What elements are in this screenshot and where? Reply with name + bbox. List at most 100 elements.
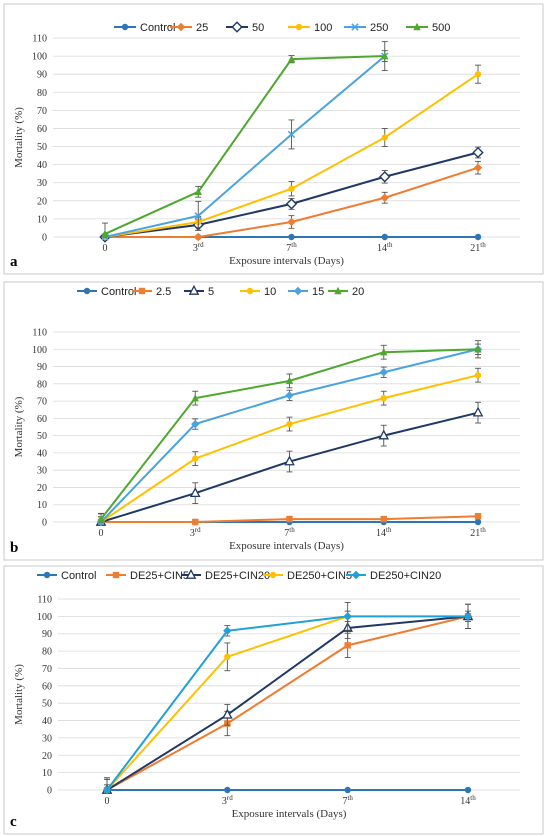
legend-item-de25-cin20: DE25+CIN20 [181, 568, 270, 582]
legend-20-point [334, 286, 342, 295]
legend-item-100: 100 [288, 22, 332, 34]
series-100-point [474, 70, 482, 78]
chart-panel-a: 0 10 20 30 40 50 60 70 80 90 100 110 0 3rd 7th 14th 21th… [3, 3, 544, 275]
y-tick-label: 100 [37, 612, 52, 623]
legend-10-point [246, 287, 254, 295]
series-2-5-point [380, 515, 387, 523]
series-25 [100, 160, 483, 242]
series-control-point [474, 518, 482, 526]
legend-de250-cin20-point [351, 570, 361, 580]
legend-500-point [413, 22, 421, 31]
x-tick-label: 14th [460, 794, 476, 807]
legend-label: 2.5 [156, 286, 171, 298]
panel-label: c [10, 814, 17, 830]
y-tick-label: 0 [47, 786, 52, 797]
series-500-point [381, 51, 389, 60]
x-tick-label: 14th [377, 241, 393, 254]
y-tick-label: 100 [32, 345, 47, 356]
y-tick-label: 0 [42, 518, 47, 529]
series-250-point [194, 212, 202, 220]
y-tick-label: 40 [37, 448, 47, 459]
y-tick-label: 20 [37, 196, 47, 207]
series-20-point [191, 393, 199, 402]
series-250-point [287, 130, 296, 139]
legend-de25-cin5-point [112, 571, 120, 579]
legend-label: 100 [314, 22, 332, 34]
series-de250-cin20-point [343, 612, 352, 621]
series-2-5-point [192, 518, 199, 526]
series-250-line [104, 55, 386, 238]
legend-label: 250 [370, 22, 388, 34]
y-tick-label: 40 [37, 160, 47, 171]
chart-panel-c: 0 10 20 30 40 50 60 70 80 90 100 110 0 3rd 7th 14th Expo… [3, 565, 544, 835]
legend-item-5: 5 [184, 284, 214, 298]
panel-label: a [10, 254, 18, 270]
series-50-point [472, 146, 484, 159]
series-10-point [380, 394, 387, 402]
y-tick-label: 60 [42, 681, 52, 692]
series-control-point [464, 786, 472, 794]
y-tick-label: 70 [42, 664, 52, 675]
panel-border [3, 565, 544, 835]
legend-50-point [231, 21, 243, 33]
x-tick-label: 3rd [190, 526, 201, 539]
x-tick-label: 21th [470, 241, 486, 254]
legend-de250-cin5-point [269, 571, 277, 579]
y-tick-label: 50 [42, 699, 52, 710]
series-15-point [285, 391, 294, 400]
x-tick-label: 0 [99, 528, 104, 539]
y-tick-label: 40 [42, 716, 52, 727]
y-axis-title: Mortality (%) [13, 396, 25, 457]
panel-border [3, 281, 544, 561]
series-de25-cin5-line [106, 615, 469, 791]
y-tick-label: 90 [37, 362, 47, 373]
legend-item-250: 250 [344, 22, 388, 34]
series-50-point [379, 171, 391, 183]
y-tick-label: 110 [32, 328, 47, 339]
legend-label: 500 [432, 22, 450, 34]
series-control-point [288, 233, 295, 241]
y-tick-label: 30 [37, 466, 47, 477]
series-100-point [288, 185, 295, 192]
series-10-point [474, 371, 482, 379]
x-tick-label: 0 [105, 796, 110, 807]
series-25-point [194, 232, 203, 242]
legend-label: 20 [352, 286, 364, 298]
legend-label: 25 [196, 22, 208, 34]
series-50-point [285, 198, 298, 210]
x-tick-label: 0 [103, 243, 108, 254]
series-20-point [97, 514, 105, 523]
legend-100-point [295, 23, 303, 31]
legend-item-control: Control [77, 286, 136, 298]
y-tick-label: 30 [37, 178, 47, 189]
legend-2-5-point [138, 287, 146, 295]
series-500-line [104, 55, 385, 235]
panel-label: b [10, 540, 18, 556]
y-tick-label: 70 [37, 106, 47, 117]
series-100-point [381, 134, 388, 141]
legend-de25-cin20-point [185, 568, 197, 579]
x-axis-title: Exposure intervals (Days) [232, 808, 347, 820]
series-25-point [380, 193, 389, 202]
legend-label: Control [101, 286, 136, 298]
legend-250-point [351, 23, 359, 31]
legend-item-50: 50 [226, 21, 264, 34]
legend-label: Control [140, 22, 175, 34]
y-tick-label: 90 [37, 70, 47, 81]
legend-item-25: 25 [170, 22, 208, 34]
legend-label: DE250+CIN20 [370, 570, 441, 582]
y-tick-label: 50 [37, 142, 47, 153]
series-5-point [378, 429, 390, 440]
series-15-point [191, 419, 200, 429]
legend-item-control: Control [114, 22, 175, 34]
series-25-point [287, 217, 296, 227]
x-tick-label: 14th [376, 526, 392, 539]
x-tick-label: 3rd [193, 241, 204, 254]
legend-item-de25-cin5: DE25+CIN5 [106, 570, 189, 582]
legend-item-15: 15 [288, 286, 324, 298]
legend-item-control: Control [37, 570, 96, 582]
x-tick-label: 7th [286, 241, 297, 254]
panel-border [3, 3, 544, 275]
x-axis-title: Exposure intervals (Days) [229, 540, 344, 552]
